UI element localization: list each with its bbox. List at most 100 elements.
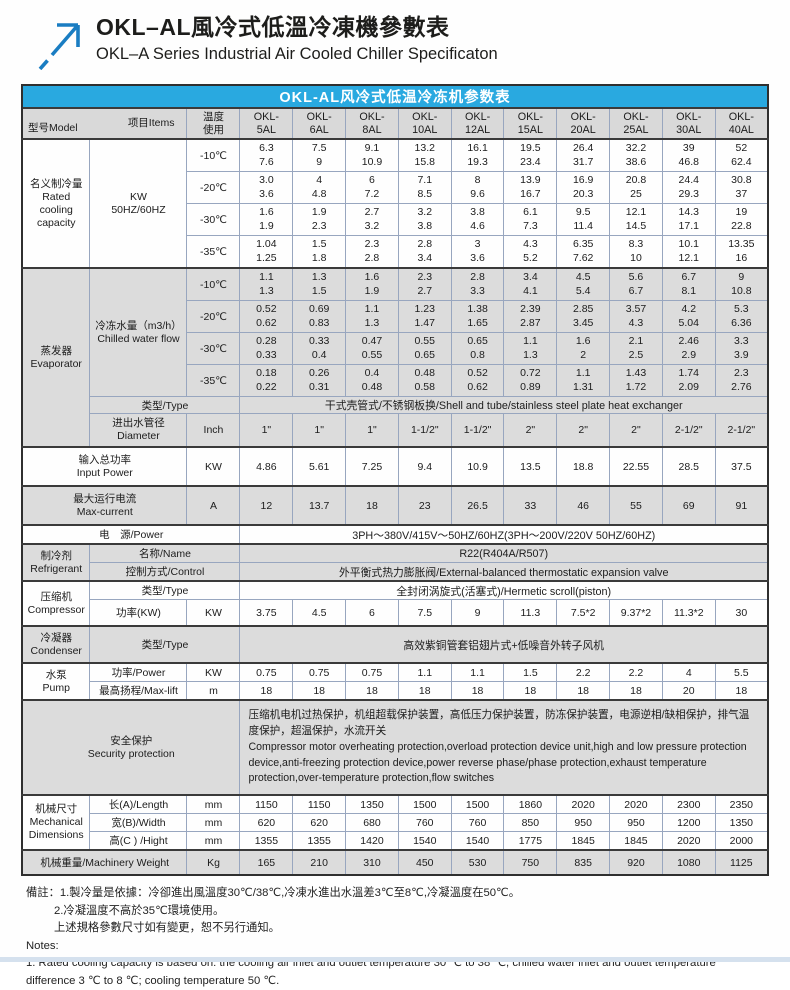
note-zh-1: 備註：1.製冷量是依據：冷卻進出風溫度30℃/38℃,冷凍水進出水溫差3℃至8℃… [26,887,521,899]
value-cell: 9 10.8 [714,267,769,301]
value-cell: 1.38 1.65 [450,300,505,333]
model-header-cell: OKL- 25AL [609,107,663,140]
value-cell: 8.3 10 [609,235,663,269]
temp-cell: -30℃ [186,203,241,236]
value-cell: 1.1 1.3 [345,300,399,333]
value-cell: 18 [714,681,769,701]
value-cell: 13.7 [292,485,347,526]
width-label: 宽(B)/Width [89,813,188,832]
height-unit: mm [186,831,241,851]
page-bottom-strip [0,957,790,962]
value-cell: 2.8 3.3 [450,267,505,301]
value-cell: 69 [661,485,716,526]
pump-lift-label: 最高扬程/Max-lift [89,681,188,701]
value-cell: 750 [503,849,558,876]
rated-capacity-unit: KW 50HZ/60HZ [89,138,188,269]
width-unit: mm [186,813,241,832]
column-header-row: 型号Model 项目Items 温度 使用 OKL- 5AL OKL- 6AL OKL-… [21,107,769,140]
value-cell: 1.74 2.09 [661,364,716,397]
value-cell: 6.1 7.3 [503,203,558,236]
table-banner-row: OKL-AL风冷式低温冷冻机参数表 [20,84,770,109]
table-row: -30℃ 0.28 0.33 0.33 0.4 0.47 0.55 0.55 0.65 0.65… [22,332,769,365]
value-cell: 6.35 7.62 [556,235,611,269]
value-cell: 0.75 [345,662,399,682]
value-cell: 920 [609,849,663,876]
value-cell: 450 [397,849,452,876]
refrigerant-name-label: 名称/Name [89,543,241,563]
value-cell: 620 [239,813,294,832]
diameter-row: 进出水管径 Diameter Inch 1" 1" 1" 1-1/2" 1-1/2" 2"… [22,413,769,448]
note-zh-2: 2.冷凝溫度不高於35℃環境使用。 [54,904,225,917]
value-cell: 1.1 1.3 [503,332,558,365]
temp-cell: -35℃ [186,235,241,269]
table-row: -20℃ 0.52 0.62 0.69 0.83 1.1 1.3 1.23 1.47 1.38 1… [22,300,769,333]
value-cell: 2.3 2.8 [345,235,399,269]
value-cell: 2.2 [556,662,611,682]
input-power-row: 输入总功率 Input Power KW 4.86 5.61 7.25 9.4 10.9… [21,446,769,487]
value-cell: 1" [292,413,347,448]
length-label: 长(A)/Length [89,794,188,814]
value-cell: 1125 [714,849,769,876]
value-cell: 19.5 23.4 [503,138,558,172]
evaporator-label: 蒸发器 Evaporator [21,267,91,448]
value-cell: 13.9 16.7 [503,171,558,204]
value-cell: 1.3 1.5 [292,267,347,301]
pump-power-label: 功率/Power [89,662,188,682]
table-banner-title: OKL-AL风冷式低温冷冻机参数表 [20,84,770,109]
value-cell: 210 [292,849,347,876]
value-cell: 4 4.8 [292,171,347,204]
temp-cell: -20℃ [186,300,241,333]
value-cell: 18 [609,681,663,701]
value-cell: 680 [345,813,399,832]
value-cell: 6.3 7.6 [239,138,294,172]
value-cell: 18 [503,681,558,701]
rated-capacity-label: 名义制冷量 Rated cooling capacity [21,138,91,269]
power-supply-value: 3PH～380V/415V～50HZ/60HZ(3PH～200V/220V 50… [239,524,769,545]
value-cell: 10.9 [450,446,505,487]
value-cell: 850 [503,813,558,832]
value-cell: 6 7.2 [345,171,399,204]
value-cell: 1" [239,413,294,448]
model-header-cell: OKL- 8AL [345,107,399,140]
value-cell: 12 [239,485,294,526]
value-cell: 7.5 [397,599,452,627]
value-cell: 52 62.4 [714,138,769,172]
condenser-row: 冷凝器 Condenser 类型/Type 高效紫铜管套铝翅片式+低噪音外转子风… [21,625,769,664]
value-cell: 1.43 1.72 [609,364,663,397]
arrow-up-right-icon [38,16,84,71]
value-cell: 11.3*2 [661,599,716,627]
value-cell: 1845 [556,831,611,851]
security-row: 安全保护 Security protection 压缩机电机过热保护，机组超载保… [21,699,769,796]
value-cell: 1540 [397,831,452,851]
table-row: -35℃ 1.04 1.25 1.5 1.8 2.3 2.8 2.8 3.4 3 3.6 4.3 5.… [22,235,769,269]
value-cell: 0.55 0.65 [397,332,452,365]
value-cell: 760 [450,813,505,832]
value-cell: 22.55 [609,446,663,487]
value-cell: 5.3 6.36 [714,300,769,333]
page-subtitle: OKL–A Series Industrial Air Cooled Chill… [96,45,498,63]
compressor-type-label: 类型/Type [89,580,241,600]
title-block: OKL–AL風冷式低溫冷凍機參數表 OKL–A Series Industria… [96,12,498,66]
value-cell: 1.6 1.9 [239,203,294,236]
model-header-cell: OKL- 40AL [714,107,769,140]
compressor-type-row: 压缩机 Compressor 类型/Type 全封闭涡旋式(活塞式)/Herme… [21,580,769,627]
value-cell: 2.2 [609,662,663,682]
pump-power-row: 水泵 Pump 功率/Power KW 0.75 0.75 0.75 1.1 1.1 1.… [21,662,769,701]
model-header-cell: OKL- 5AL [239,107,294,140]
value-cell: 2.1 2.5 [609,332,663,365]
value-cell: 2.8 3.4 [397,235,452,269]
corner-header-cell: 型号Model 项目Items [21,107,188,140]
notes: 備註：1.製冷量是依據：冷卻進出風溫度30℃/38℃,冷凍水進出水溫差3℃至8℃… [26,885,768,990]
value-cell: 8 9.6 [450,171,505,204]
value-cell: 3.4 4.1 [503,267,558,301]
value-cell: 1500 [450,794,505,814]
value-cell: 4.5 5.4 [556,267,611,301]
value-cell: 11.3 [503,599,558,627]
value-cell: 1500 [397,794,452,814]
value-cell: 2020 [609,794,663,814]
pump-lift-unit: m [186,681,241,701]
temp-cell: -35℃ [186,364,241,397]
value-cell: 1.1 [450,662,505,682]
model-header-cell: OKL- 12AL [450,107,505,140]
value-cell: 1355 [292,831,347,851]
